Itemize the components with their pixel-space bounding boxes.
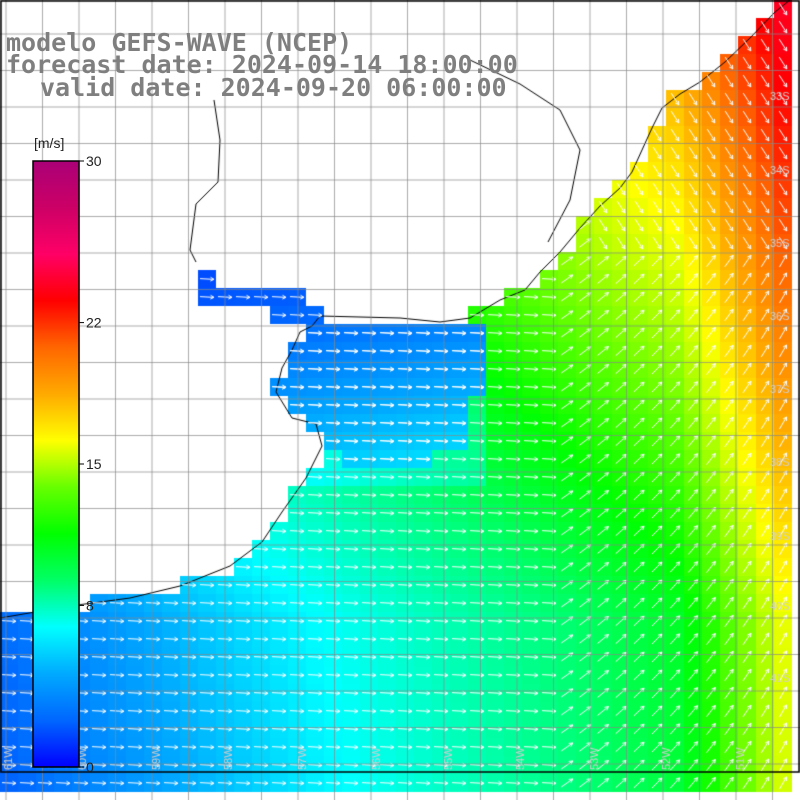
title-forecast-date: forecast date: 2024-09-14 18:00:00 [6, 50, 518, 79]
title-valid-date: valid date: 2024-09-20 06:00:00 [40, 73, 507, 102]
title-model: modelo GEFS-WAVE (NCEP) [6, 28, 353, 57]
